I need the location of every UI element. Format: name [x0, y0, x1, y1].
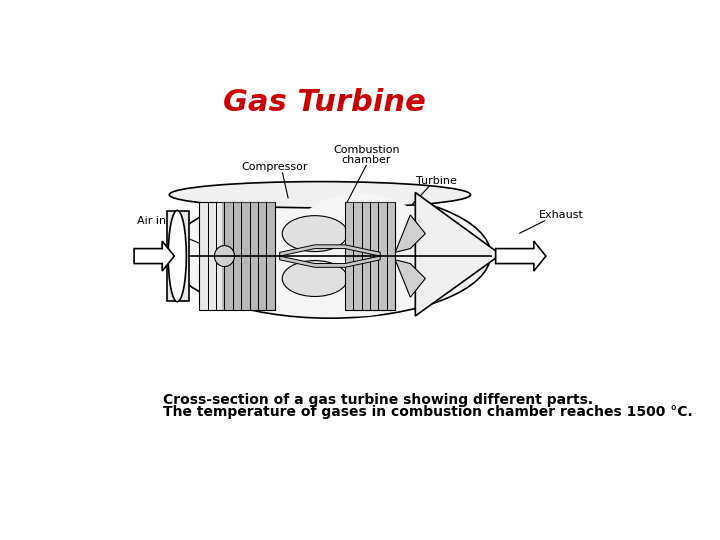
Polygon shape	[395, 215, 426, 252]
Polygon shape	[495, 241, 546, 271]
Text: Turbine: Turbine	[415, 176, 456, 186]
Text: Exhaust: Exhaust	[539, 210, 584, 220]
Polygon shape	[134, 241, 174, 271]
Bar	[222, 202, 275, 310]
Text: chamber: chamber	[341, 156, 391, 165]
Ellipse shape	[282, 215, 348, 252]
Ellipse shape	[169, 191, 490, 318]
Text: Air intake: Air intake	[138, 215, 191, 226]
Text: The temperature of gases in combustion chamber reaches 1500 °C.: The temperature of gases in combustion c…	[163, 405, 693, 419]
Ellipse shape	[169, 181, 471, 208]
Polygon shape	[415, 192, 500, 316]
Ellipse shape	[282, 261, 348, 296]
Ellipse shape	[168, 211, 186, 302]
Polygon shape	[279, 245, 380, 256]
Text: Combustion: Combustion	[333, 145, 400, 155]
FancyBboxPatch shape	[167, 211, 189, 301]
Text: Cross-section of a gas turbine showing different parts.: Cross-section of a gas turbine showing d…	[163, 393, 593, 407]
Text: Gas Turbine: Gas Turbine	[223, 87, 426, 117]
Text: Compressor: Compressor	[241, 161, 307, 172]
Polygon shape	[395, 260, 426, 297]
Ellipse shape	[215, 246, 235, 267]
Bar	[199, 202, 275, 310]
Bar	[345, 202, 395, 310]
Polygon shape	[279, 256, 380, 267]
Bar	[345, 202, 395, 310]
Ellipse shape	[284, 193, 436, 316]
